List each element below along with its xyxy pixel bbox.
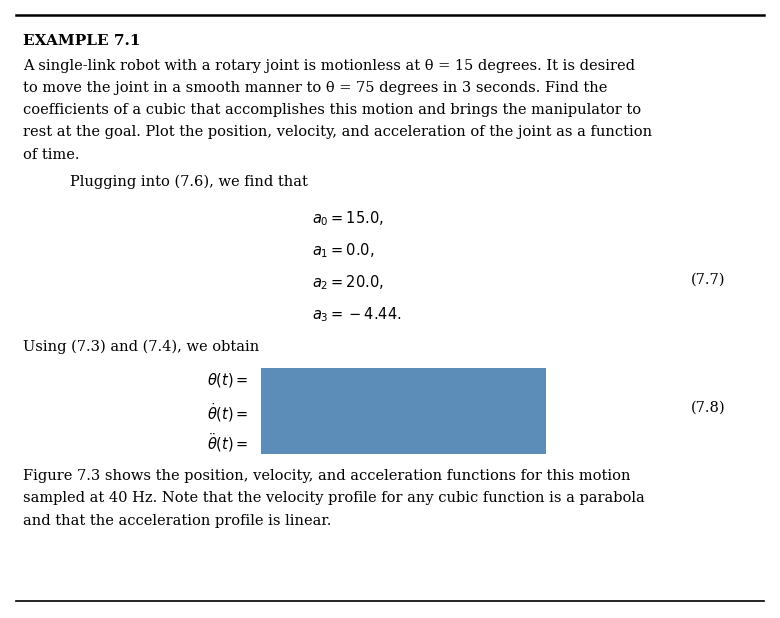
Text: $\dot{\theta}(t) =$: $\dot{\theta}(t) =$ <box>207 401 248 424</box>
Text: to move the joint in a smooth manner to θ = 75 degrees in 3 seconds. Find the: to move the joint in a smooth manner to … <box>23 81 608 95</box>
Text: A single-link robot with a rotary joint is motionless at θ = 15 degrees. It is d: A single-link robot with a rotary joint … <box>23 59 636 73</box>
Text: and that the acceleration profile is linear.: and that the acceleration profile is lin… <box>23 514 332 528</box>
Text: $a_0 = 15.0,$: $a_0 = 15.0,$ <box>312 209 384 227</box>
Bar <box>261 368 546 454</box>
Text: $\ddot{\theta}(t) =$: $\ddot{\theta}(t) =$ <box>207 431 248 454</box>
Text: $a_3 = -4.44.$: $a_3 = -4.44.$ <box>312 305 402 324</box>
Text: of time.: of time. <box>23 148 80 162</box>
Text: EXAMPLE 7.1: EXAMPLE 7.1 <box>23 34 141 48</box>
Text: coefficients of a cubic that accomplishes this motion and brings the manipulator: coefficients of a cubic that accomplishe… <box>23 103 641 117</box>
Text: rest at the goal. Plot the position, velocity, and acceleration of the joint as : rest at the goal. Plot the position, vel… <box>23 125 653 140</box>
Text: Using (7.3) and (7.4), we obtain: Using (7.3) and (7.4), we obtain <box>23 339 260 353</box>
Text: sampled at 40 Hz. Note that the velocity profile for any cubic function is a par: sampled at 40 Hz. Note that the velocity… <box>23 491 645 506</box>
Text: (7.7): (7.7) <box>691 273 725 287</box>
Text: (7.8): (7.8) <box>691 401 725 415</box>
Text: Plugging into (7.6), we find that: Plugging into (7.6), we find that <box>70 175 308 189</box>
Text: Figure 7.3 shows the position, velocity, and acceleration functions for this mot: Figure 7.3 shows the position, velocity,… <box>23 469 631 483</box>
Text: $\theta(t) =$: $\theta(t) =$ <box>207 371 248 389</box>
Text: $a_1 = 0.0,$: $a_1 = 0.0,$ <box>312 241 374 260</box>
Text: $a_2 = 20.0,$: $a_2 = 20.0,$ <box>312 273 384 292</box>
